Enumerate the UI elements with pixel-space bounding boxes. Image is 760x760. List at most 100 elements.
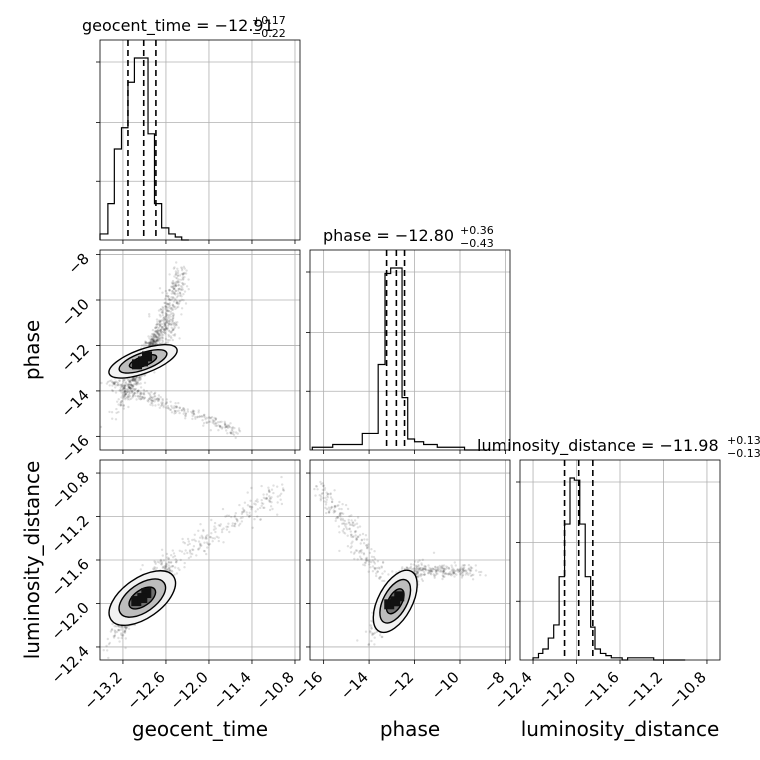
sample-point	[173, 288, 176, 291]
sample-point	[461, 567, 464, 571]
sample-point	[168, 297, 171, 301]
sample-point	[366, 545, 369, 548]
x-tick-label: −10.8	[665, 668, 710, 713]
sample-point	[124, 626, 127, 629]
sample-point	[191, 417, 194, 421]
sample-point	[178, 568, 181, 572]
sample-point	[181, 288, 184, 291]
sample-point	[158, 339, 161, 343]
sample-point	[192, 548, 195, 552]
sample-point	[199, 523, 202, 526]
sample-point	[442, 568, 446, 571]
sample-point	[154, 326, 158, 329]
sample-point	[165, 327, 169, 330]
sample-point	[171, 328, 175, 331]
sample-point	[237, 427, 241, 430]
sample-point	[128, 386, 131, 389]
sample-point	[214, 530, 217, 534]
sample-point	[134, 387, 138, 391]
sample-point	[436, 566, 439, 570]
sample-point	[461, 564, 464, 567]
sample-point	[459, 567, 462, 571]
sample-point	[150, 333, 154, 336]
sample-point	[367, 543, 370, 546]
sample-point	[152, 335, 155, 338]
sample-point	[282, 488, 285, 492]
sample-point	[122, 390, 126, 394]
sample-point	[484, 574, 487, 577]
sample-point	[134, 394, 137, 398]
sample-point	[474, 564, 477, 567]
sample-point	[186, 537, 190, 541]
sample-point	[154, 562, 157, 565]
sample-point	[405, 566, 408, 569]
sample-point	[172, 287, 175, 290]
sample-point	[172, 291, 175, 294]
sample-point	[134, 378, 137, 381]
sample-point	[276, 513, 279, 516]
sample-point	[139, 376, 142, 379]
sample-point	[233, 514, 237, 517]
x-axis-label-geocent-time: geocent_time	[132, 717, 268, 741]
sample-point	[321, 491, 324, 495]
sample-point	[136, 390, 139, 393]
sample-point	[114, 391, 118, 394]
sample-point	[350, 523, 353, 526]
sample-point	[165, 341, 168, 345]
sample-point	[353, 557, 356, 561]
sample-point	[190, 410, 193, 414]
sample-point	[225, 528, 229, 531]
sample-point	[128, 386, 131, 389]
sample-point	[127, 384, 130, 387]
sample-point	[434, 565, 437, 568]
sample-point	[370, 627, 373, 630]
sample-point	[175, 572, 179, 575]
sample-point	[253, 502, 256, 505]
sample-point	[365, 558, 368, 561]
sample-point	[152, 332, 155, 335]
sample-point	[124, 626, 128, 630]
sample-point	[206, 534, 209, 537]
sample-point	[153, 339, 156, 342]
sample-point	[165, 327, 168, 330]
sample-point	[429, 569, 432, 573]
sample-point	[173, 333, 177, 336]
sample-point	[436, 569, 439, 572]
sample-point	[170, 292, 173, 295]
sample-point	[129, 397, 133, 400]
sample-point	[347, 518, 350, 522]
sample-point	[224, 426, 227, 429]
x-tick-label: −14	[337, 668, 372, 703]
sample-point	[260, 499, 263, 502]
sample-point	[155, 397, 159, 401]
sample-point	[224, 423, 227, 427]
sample-point	[178, 287, 181, 290]
sample-point	[152, 338, 156, 341]
sample-point	[339, 518, 343, 522]
sample-point	[414, 564, 417, 567]
sample-point	[111, 384, 114, 387]
sample-point	[351, 535, 354, 539]
sample-point	[130, 383, 133, 387]
sample-point	[463, 569, 466, 572]
sample-point	[179, 293, 182, 296]
sample-point	[191, 538, 194, 542]
sample-point	[378, 577, 381, 580]
sample-point	[180, 272, 183, 276]
sample-point	[154, 335, 158, 338]
sample-point	[183, 561, 186, 565]
sample-point	[152, 340, 156, 343]
sample-point	[174, 323, 177, 327]
sample-point	[260, 502, 264, 505]
sample-point	[161, 314, 164, 317]
sample-point	[209, 420, 212, 423]
sample-point	[169, 315, 172, 318]
sample-point	[192, 410, 195, 413]
sample-point	[219, 425, 222, 428]
sample-point	[123, 383, 126, 387]
sample-point	[434, 568, 437, 572]
sample-point	[188, 542, 191, 546]
sample-point	[449, 571, 452, 574]
sample-point	[164, 305, 167, 308]
sample-point	[174, 558, 177, 561]
